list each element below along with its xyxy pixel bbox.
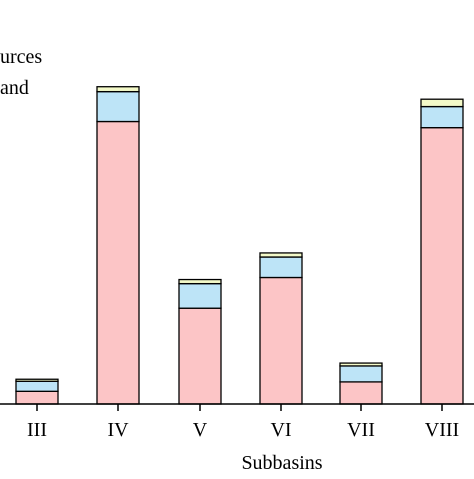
- bar-VIII-segment-1: [420, 127, 464, 405]
- x-tick-label-VI: VI: [270, 419, 291, 441]
- bar-IV-segment-1: [96, 120, 140, 405]
- bar-IV-segment-3: [96, 86, 140, 93]
- bar-VIII-segment-3: [420, 98, 464, 108]
- legend-text-fragment-2: and: [0, 77, 29, 99]
- bar-III-segment-2: [15, 380, 59, 392]
- bar-VI-segment-2: [259, 256, 303, 279]
- bar-III-segment-3: [15, 378, 59, 382]
- bar-V-segment-2: [178, 282, 222, 309]
- bar-VII-segment-1: [339, 381, 383, 405]
- bar-III-segment-1: [15, 390, 59, 405]
- x-tick-label-VIII: VIII: [425, 419, 459, 441]
- x-tick-label-VII: VII: [347, 419, 375, 441]
- bars-group: [15, 86, 464, 405]
- x-tick-label-III: III: [27, 419, 47, 441]
- bar-VIII-segment-2: [420, 105, 464, 129]
- bar-VII-segment-3: [339, 362, 383, 367]
- bar-IV-segment-2: [96, 90, 140, 123]
- bar-VII-segment-2: [339, 365, 383, 383]
- bar-VI-segment-1: [259, 276, 303, 405]
- x-ticks-group: III IV V VI VII VIII: [27, 404, 459, 441]
- x-axis-title: Subbasins: [241, 452, 322, 474]
- legend-text-fragment-1: urces: [0, 46, 42, 68]
- x-tick-label-V: V: [193, 419, 208, 441]
- bar-V-segment-1: [178, 307, 222, 405]
- bar-VI-segment-3: [259, 252, 303, 258]
- x-tick-label-IV: IV: [107, 419, 129, 441]
- bar-V-segment-3: [178, 278, 222, 285]
